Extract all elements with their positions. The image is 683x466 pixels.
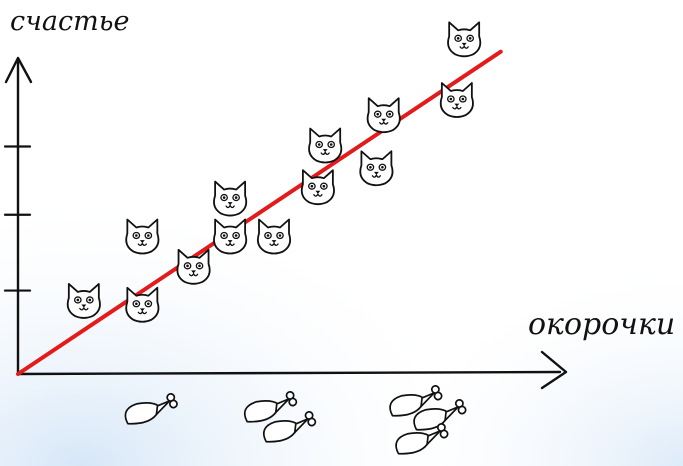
chicken-leg-icon xyxy=(389,385,443,417)
y-axis-label: счастье xyxy=(10,6,129,37)
cat-face-icon xyxy=(366,97,401,134)
chicken-leg-icon xyxy=(124,393,178,425)
trend-line-group xyxy=(16,49,503,376)
cat-face-icon xyxy=(447,21,482,58)
x-axis-label: окорочки xyxy=(528,307,675,342)
x-axis-line xyxy=(16,370,562,376)
scatter-points xyxy=(66,21,482,323)
cat-face-icon xyxy=(66,283,101,319)
cat-face-icon xyxy=(256,218,292,255)
cat-face-icon xyxy=(300,169,335,206)
x-axis-icons xyxy=(124,385,467,455)
chicken-leg-icon xyxy=(395,423,449,455)
cat-face-icon xyxy=(359,150,394,187)
cat-face-icon xyxy=(176,248,211,285)
trend-line xyxy=(16,49,503,376)
chicken-leg-icon xyxy=(262,411,317,443)
cat-face-icon xyxy=(213,180,248,217)
cat-face-icon xyxy=(439,82,474,118)
cat-face-icon xyxy=(213,218,248,255)
axes xyxy=(4,56,568,390)
cat-face-icon xyxy=(125,218,160,255)
y-axis-arrow xyxy=(4,56,33,84)
y-ticks xyxy=(3,145,32,292)
chicken-leg-icon xyxy=(243,391,298,423)
cat-face-icon xyxy=(308,127,343,164)
cat-face-icon xyxy=(125,286,160,323)
x-axis-arrow xyxy=(540,350,568,390)
